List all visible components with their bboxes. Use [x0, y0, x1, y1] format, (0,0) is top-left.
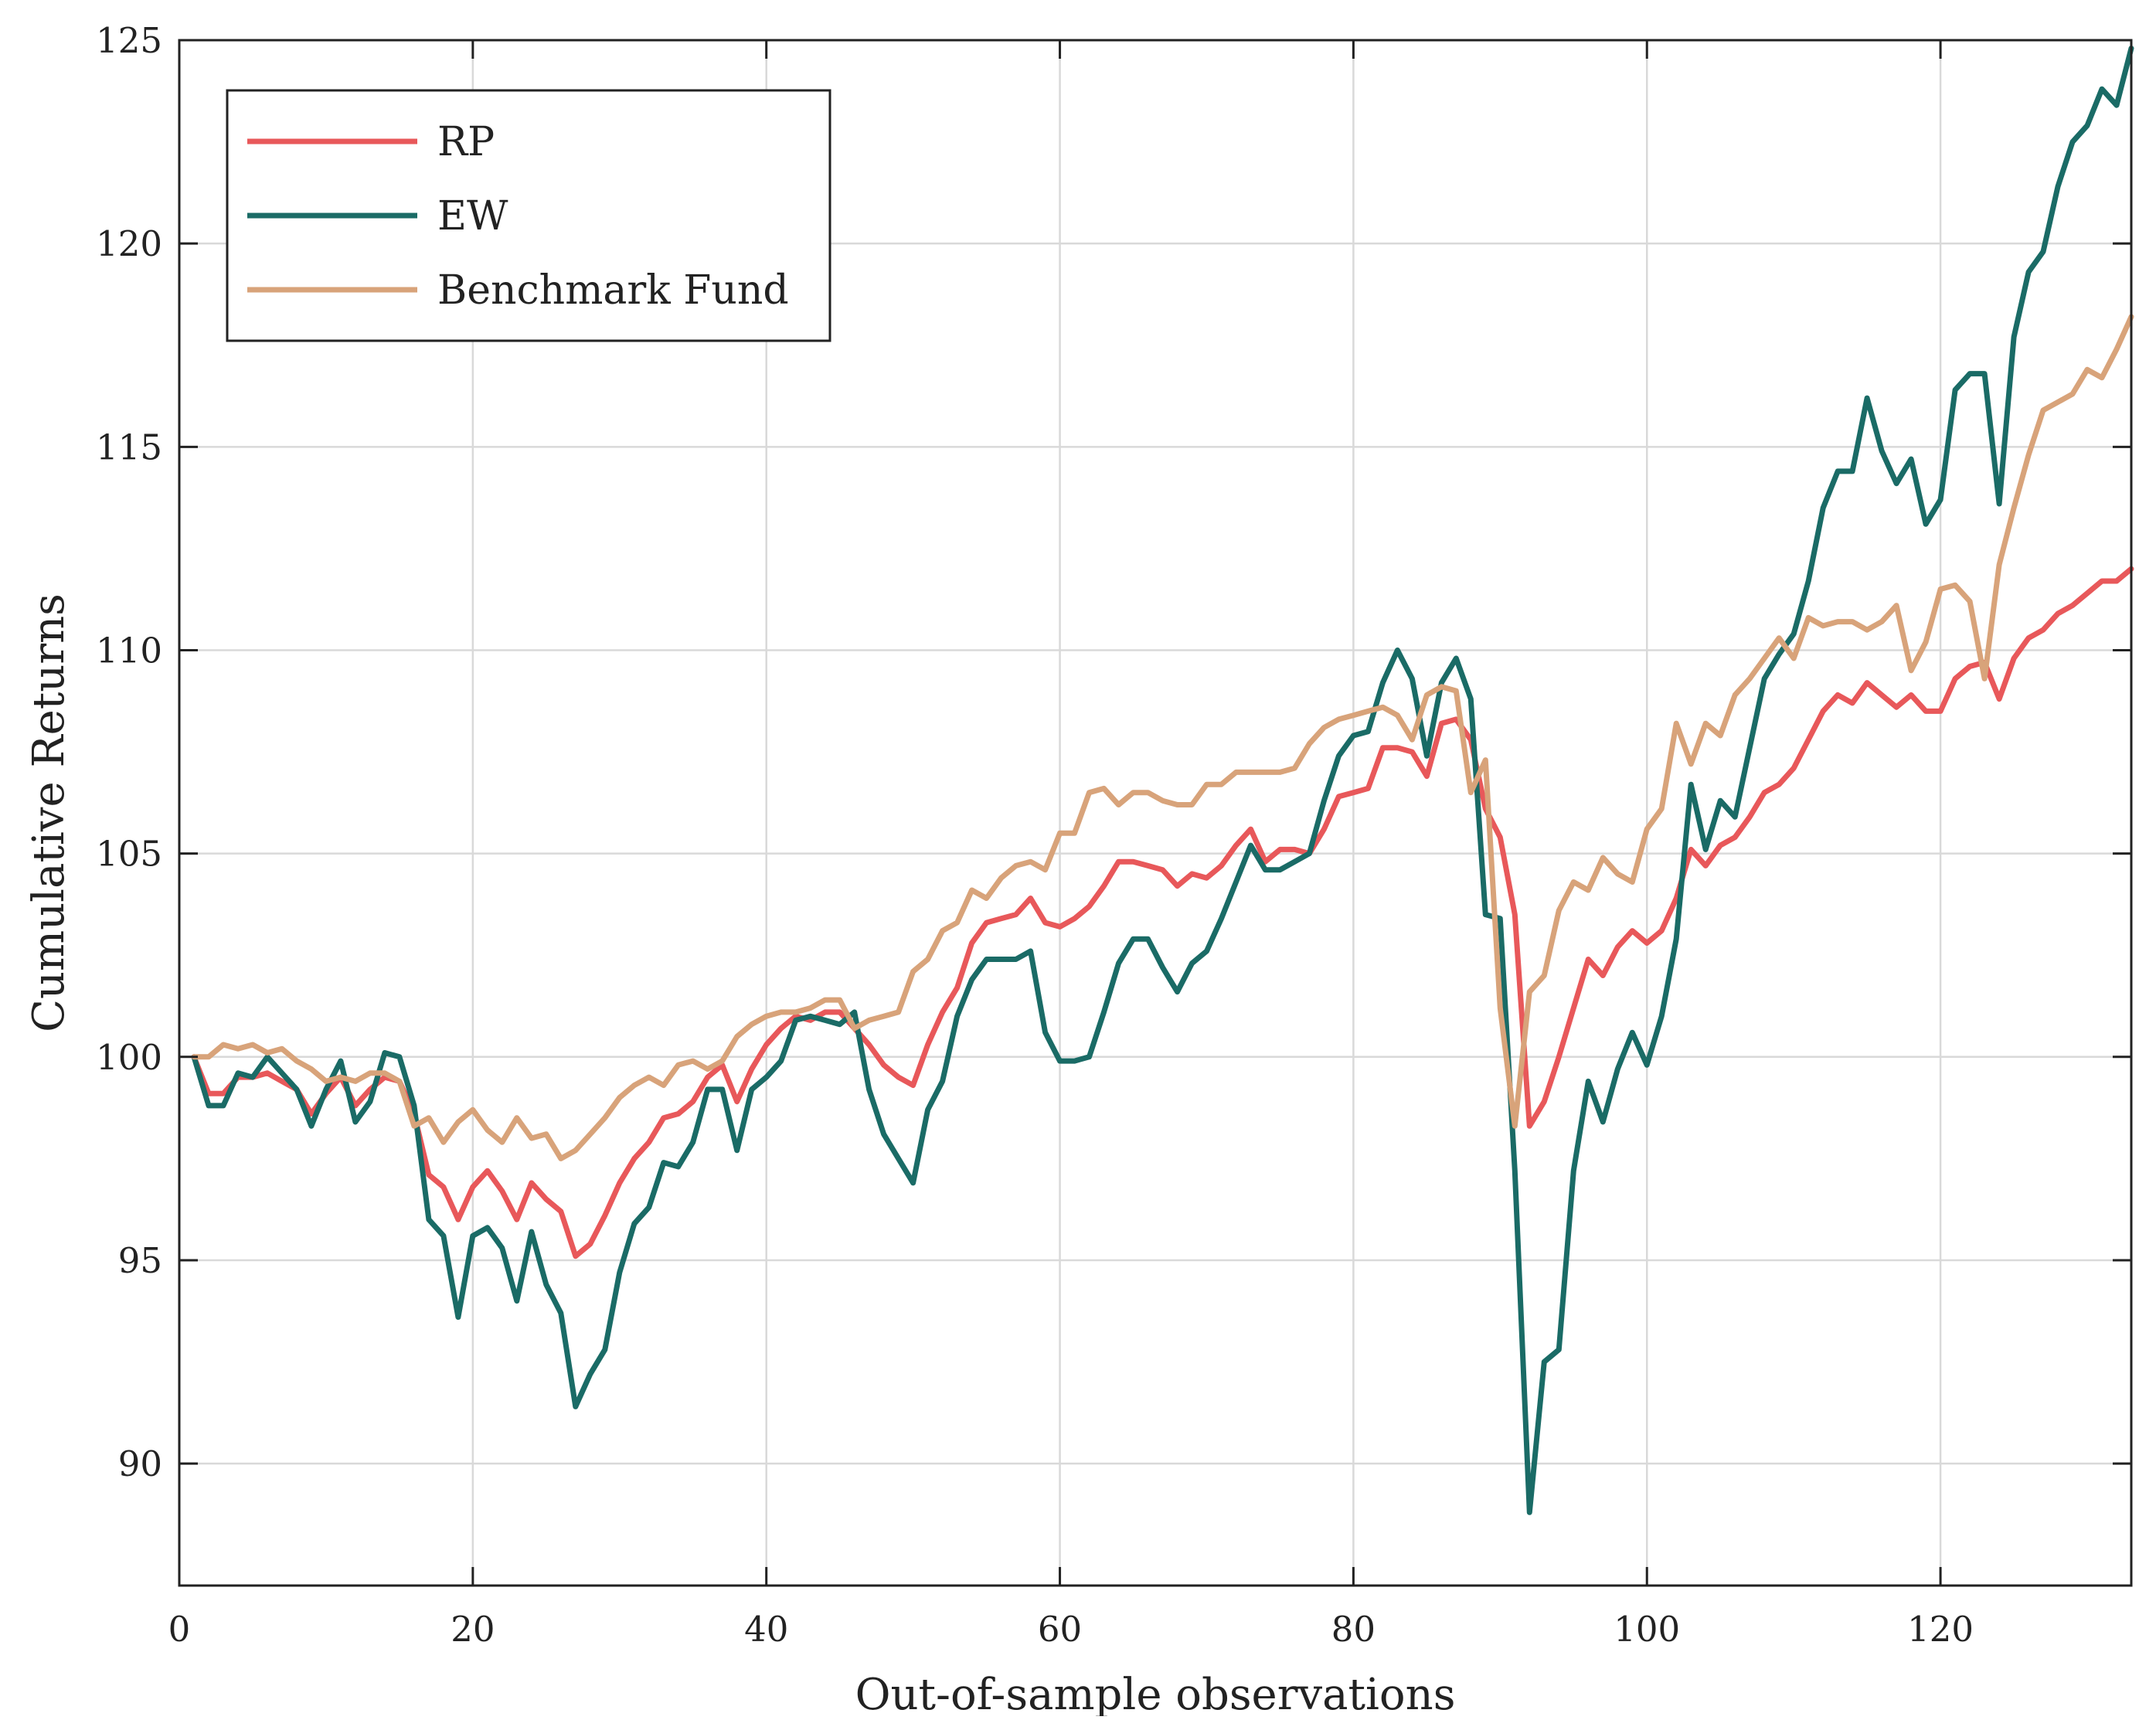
y-tick-label: 105: [96, 834, 162, 875]
x-tick-label: 80: [1331, 1609, 1376, 1650]
y-tick-label: 125: [96, 20, 162, 61]
x-tick-label: 0: [168, 1609, 191, 1650]
plot-frame: [178, 39, 2133, 1587]
x-axis-label: Out-of-sample observations: [855, 1670, 1456, 1716]
axis-ticks: 0 20 40 60 80 100 120 90 95 100 105 110 115 120 125: [96, 20, 2131, 1650]
y-tick-label: 100: [96, 1037, 162, 1078]
y-axis-label: Cumulative Returns: [24, 593, 74, 1032]
y-tick-label: 115: [96, 427, 162, 467]
y-tick-label: 95: [118, 1240, 162, 1281]
y-tick-label: 110: [96, 630, 162, 671]
y-tick-label: 90: [118, 1443, 162, 1484]
series-lines: [191, 46, 2134, 1515]
series-line-ew: [191, 46, 2134, 1515]
legend-label-benchmark-fund: Benchmark Fund: [437, 267, 789, 314]
y-tick-label: 120: [96, 223, 162, 264]
legend-label-rp: RP: [437, 119, 495, 165]
series-line-rp: [191, 566, 2134, 1259]
legend: RP EW Benchmark Fund: [226, 89, 831, 342]
x-tick-label: 60: [1038, 1609, 1082, 1650]
x-tick-label: 40: [744, 1609, 788, 1650]
x-tick-label: 100: [1614, 1609, 1680, 1650]
series-line-benchmark-fund: [191, 314, 2134, 1161]
legend-label-ew: EW: [437, 193, 508, 240]
x-tick-label: 20: [451, 1609, 495, 1650]
x-tick-label: 120: [1907, 1609, 1974, 1650]
